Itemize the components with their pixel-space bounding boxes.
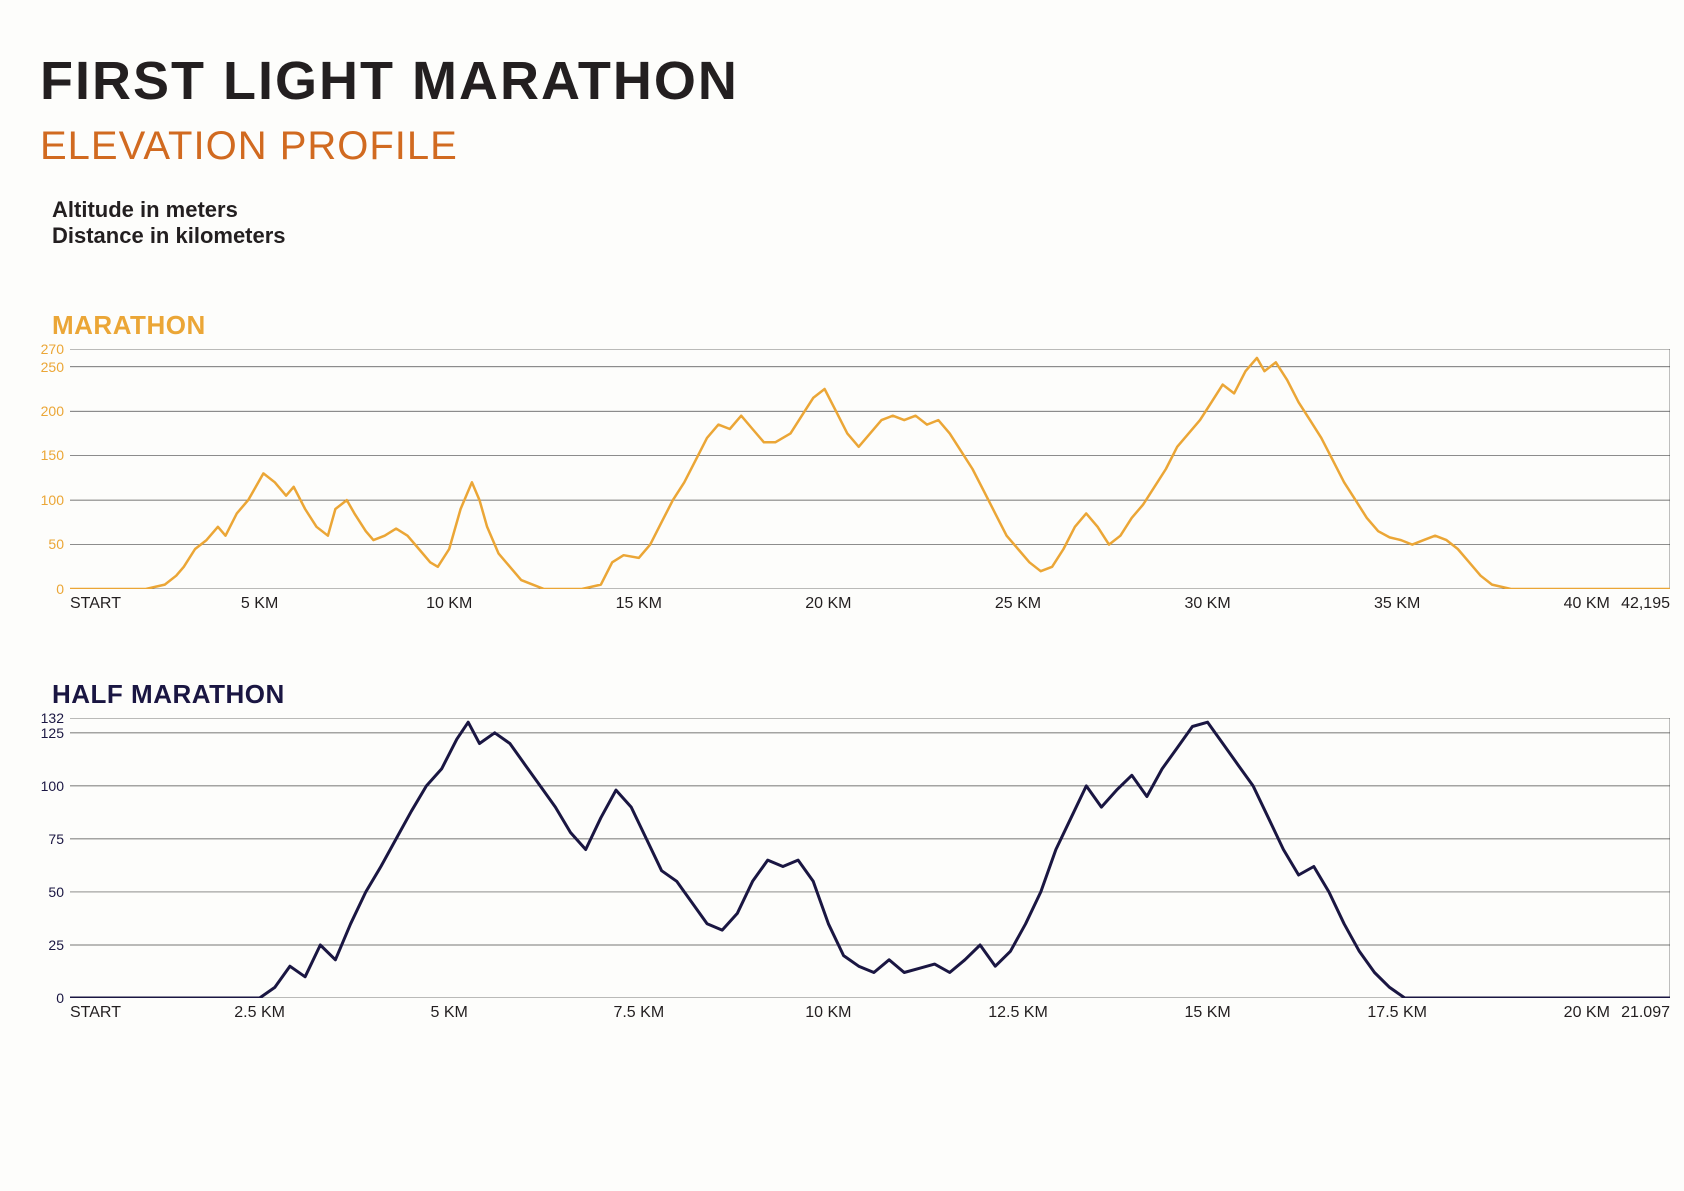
half-marathon-ytick-label: 132 xyxy=(41,710,64,726)
marathon-xtick-label: 42,195 xyxy=(1621,595,1670,613)
marathon-xtick-label: 40 KM xyxy=(1564,595,1610,613)
half-marathon-ytick-label: 25 xyxy=(48,937,64,953)
half-marathon-xtick-label: 2.5 KM xyxy=(234,1004,285,1022)
half-marathon-xtick-label: 12.5 KM xyxy=(988,1004,1048,1022)
marathon-ytick-label: 270 xyxy=(41,341,64,357)
half-marathon-xtick-label: 15 KM xyxy=(1184,1004,1230,1022)
axis-note-altitude: Altitude in meters xyxy=(52,197,1654,223)
main-title: FIRST LIGHT MARATHON xyxy=(40,50,1654,112)
marathon-xtick-label: 30 KM xyxy=(1184,595,1230,613)
subtitle: ELEVATION PROFILE xyxy=(40,124,1654,169)
half-marathon-ytick-label: 125 xyxy=(41,725,64,741)
marathon-ytick-label: 200 xyxy=(41,403,64,419)
half-marathon-svg xyxy=(70,718,1670,998)
marathon-ytick-label: 100 xyxy=(41,492,64,508)
half-marathon-chart: 0255075100125132START2.5 KM5 KM7.5 KM10 … xyxy=(70,718,1670,1028)
half-marathon-ytick-label: 100 xyxy=(41,778,64,794)
half-marathon-ytick-label: 0 xyxy=(56,990,64,1006)
marathon-ytick-label: 50 xyxy=(48,536,64,552)
marathon-chart-block: MARATHON 0 50 100 150 200 250 270 START 5 KM 10 K… xyxy=(40,310,1654,619)
marathon-xtick-label: 15 KM xyxy=(616,595,662,613)
marathon-xtick-label: 25 KM xyxy=(995,595,1041,613)
marathon-ytick-label: 250 xyxy=(41,359,64,375)
half-marathon-ytick-label: 50 xyxy=(48,884,64,900)
marathon-label: MARATHON xyxy=(52,310,1654,341)
marathon-xtick-label: START xyxy=(70,595,121,613)
marathon-xtick-label: 10 KM xyxy=(426,595,472,613)
axis-note-distance: Distance in kilometers xyxy=(52,223,1654,249)
marathon-xtick-label: 5 KM xyxy=(241,595,278,613)
half-marathon-xtick-label: 17.5 KM xyxy=(1367,1004,1427,1022)
marathon-ytick-label: 150 xyxy=(41,447,64,463)
half-marathon-xtick-label: 21.097 xyxy=(1621,1004,1670,1022)
marathon-xtick-label: 35 KM xyxy=(1374,595,1420,613)
half-marathon-elevation-line xyxy=(70,722,1670,998)
half-marathon-xtick-label: START xyxy=(70,1004,121,1022)
half-marathon-ytick-label: 75 xyxy=(48,831,64,847)
marathon-elevation-line xyxy=(70,358,1670,589)
half-marathon-xtick-label: 10 KM xyxy=(805,1004,851,1022)
half-marathon-xtick-label: 7.5 KM xyxy=(613,1004,664,1022)
marathon-svg xyxy=(70,349,1670,589)
half-marathon-label: HALF MARATHON xyxy=(52,679,1654,710)
marathon-ytick-label: 0 xyxy=(56,581,64,597)
marathon-chart: 050100150200250270START5 KM10 KM15 KM20 … xyxy=(70,349,1670,619)
marathon-xtick-label: 20 KM xyxy=(805,595,851,613)
half-marathon-chart-block: HALF MARATHON 0 25 50 75 100 125132 START 2.5 K… xyxy=(40,679,1654,1028)
half-marathon-xtick-label: 5 KM xyxy=(431,1004,468,1022)
half-marathon-xtick-label: 20 KM xyxy=(1564,1004,1610,1022)
